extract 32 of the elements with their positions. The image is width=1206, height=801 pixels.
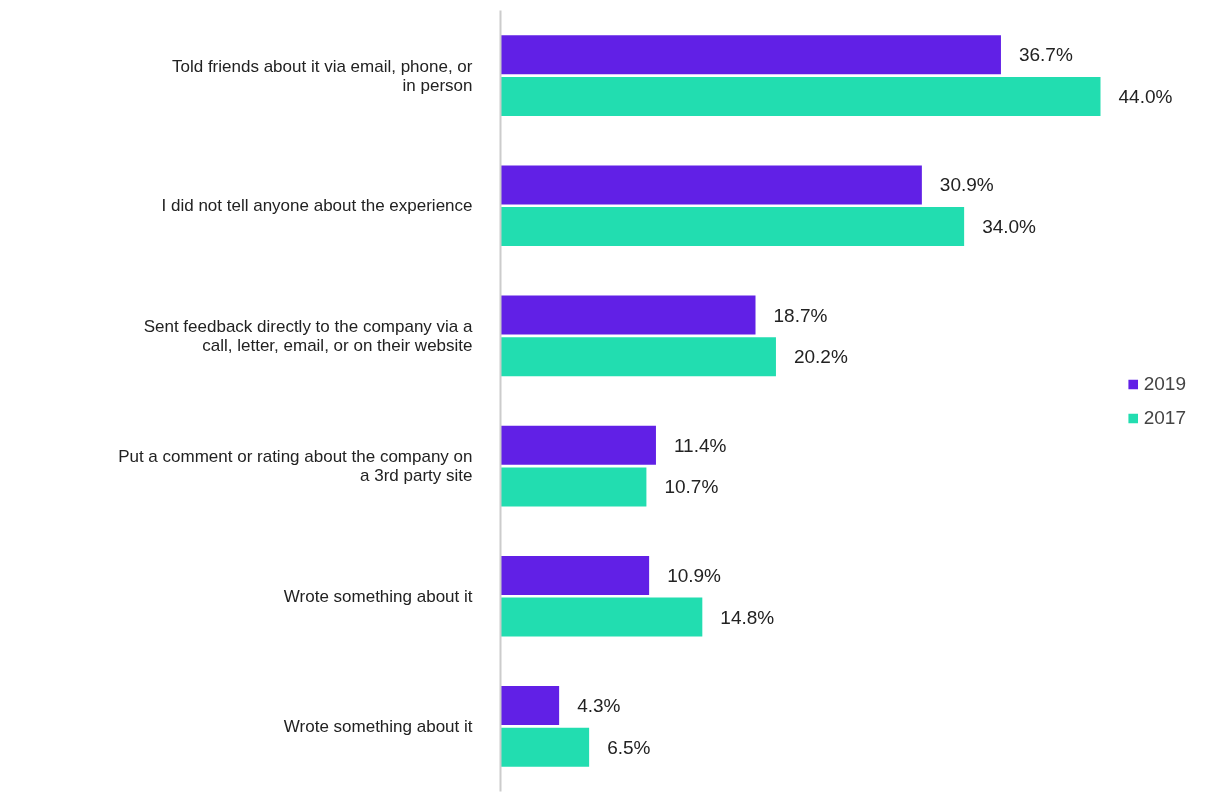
bar xyxy=(500,76,1101,116)
data-label: 44.0% xyxy=(1118,85,1173,107)
y-tick-label: I did not tell anyone about the experience xyxy=(161,196,473,216)
y-tick-label: Wrote something about it xyxy=(283,716,473,736)
bar xyxy=(500,686,560,726)
bar xyxy=(500,295,756,335)
bar xyxy=(500,555,650,595)
legend-label: 2017 xyxy=(1143,406,1186,429)
bar xyxy=(500,35,1001,75)
y-tick-label: Wrote something about it xyxy=(283,586,473,606)
data-label: 10.9% xyxy=(667,564,722,586)
data-label: 10.7% xyxy=(664,476,719,498)
bar xyxy=(500,467,647,507)
bar xyxy=(500,727,590,767)
data-label: 11.4% xyxy=(673,434,727,456)
data-label: 36.7% xyxy=(1018,44,1073,66)
data-label: 20.2% xyxy=(793,346,848,368)
data-label: 30.9% xyxy=(939,174,994,196)
data-label: 14.8% xyxy=(720,606,775,628)
bar xyxy=(500,337,776,377)
bar xyxy=(500,165,922,205)
bar xyxy=(500,207,965,247)
data-label: 34.0% xyxy=(982,216,1037,238)
data-label: 6.5% xyxy=(607,736,651,758)
y-tick-label: Put a comment or rating about the company on a 3rd party site xyxy=(118,447,473,486)
data-label: 4.3% xyxy=(577,695,621,717)
y-tick-label: Sent feedback directly to the company via a call, letter, email, or on their website xyxy=(143,316,474,355)
y-tick-label: Told friends about it via email, phone, or in person xyxy=(172,56,473,95)
bar xyxy=(500,425,656,465)
bar xyxy=(500,597,703,637)
data-label: 18.7% xyxy=(773,304,828,326)
legend-label: 2019 xyxy=(1143,372,1186,395)
